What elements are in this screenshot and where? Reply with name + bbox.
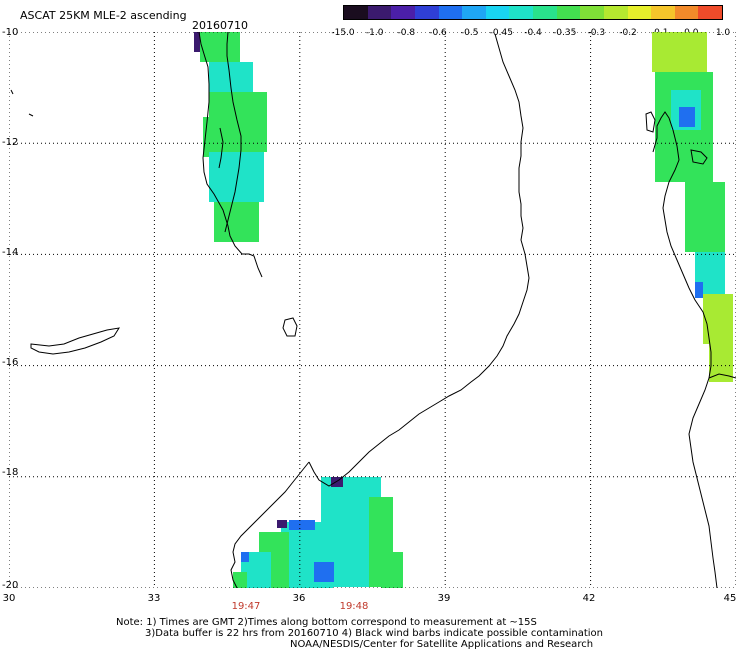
lon-label-42: 42 <box>582 593 596 604</box>
colorbar-segment <box>414 6 439 19</box>
colorbar-label: -0.35 <box>553 28 577 38</box>
colorbar-segment <box>485 6 510 19</box>
data-swaths <box>194 32 733 588</box>
swath-cell <box>703 294 733 344</box>
colorbar <box>343 5 723 20</box>
lat-label-10: -10 <box>2 27 19 38</box>
colorbar-segment <box>367 6 392 19</box>
swath-time-1947: 19:47 <box>231 601 261 612</box>
swath-cell <box>679 107 695 127</box>
colorbar-segment <box>391 6 415 19</box>
swath-cell <box>381 552 403 588</box>
swath-cell <box>194 32 200 52</box>
lat-label-16: -16 <box>2 357 19 368</box>
colorbar-segment <box>462 6 486 19</box>
map-plot <box>9 32 736 588</box>
lon-label-33: 33 <box>147 593 161 604</box>
colorbar-segment <box>509 6 533 19</box>
colorbar-label: -0.4 <box>524 28 542 38</box>
map-date: 20160710 <box>192 19 248 32</box>
colorbar-segment <box>533 6 557 19</box>
lon-label-36: 36 <box>292 593 306 604</box>
swath-cell <box>652 32 707 72</box>
swath-time-1948: 19:48 <box>339 601 369 612</box>
colorbar-label: -15.0 <box>331 28 355 38</box>
lat-label-12: -12 <box>2 137 19 148</box>
colorbar-segment <box>580 6 604 19</box>
colorbar-segment <box>651 6 675 19</box>
lat-label-20: -20 <box>2 580 19 591</box>
swath-cell <box>685 182 725 252</box>
colorbar-segment <box>344 6 368 19</box>
note-line-2: 3)Data buffer is 22 hrs from 20160710 4)… <box>145 628 603 639</box>
swath-cell <box>209 152 264 202</box>
colorbar-label: -0.8 <box>397 28 416 38</box>
swath-cell <box>695 282 703 298</box>
colorbar-label: -0.45 <box>489 28 513 38</box>
swath-cell <box>314 562 334 582</box>
swath-cell <box>331 477 343 487</box>
graticule <box>9 32 736 588</box>
swath-cell <box>219 72 229 92</box>
swath-cell <box>241 552 249 562</box>
colorbar-segment <box>627 6 652 19</box>
coastline <box>10 32 736 588</box>
colorbar-segment <box>438 6 463 19</box>
colorbar-label: -0.5 <box>460 28 479 38</box>
colorbar-segment <box>603 6 628 19</box>
colorbar-segment <box>674 6 699 19</box>
colorbar-label: -0.6 <box>429 28 447 38</box>
note-line-1: Note: 1) Times are GMT 2)Times along bot… <box>116 617 537 628</box>
swath-cell <box>200 32 240 62</box>
swath-cell <box>233 572 247 588</box>
colorbar-segment <box>556 6 581 19</box>
lat-label-14: -14 <box>2 247 19 258</box>
swath-cell <box>214 202 259 242</box>
colorbar-label: 1.0 <box>715 28 731 38</box>
swath-cell <box>203 117 223 157</box>
lon-label-30: 30 <box>2 593 16 604</box>
lon-label-45: 45 <box>723 593 737 604</box>
swath-cell <box>289 520 315 530</box>
colorbar-label: -1.0 <box>365 28 384 38</box>
colorbar-label: -0.2 <box>619 28 637 38</box>
colorbar-label: -0.3 <box>587 28 606 38</box>
swath-cell <box>277 520 287 528</box>
colorbar-segment <box>698 6 722 19</box>
lat-label-18: -18 <box>2 467 19 478</box>
map-title: ASCAT 25KM MLE-2 ascending <box>20 9 187 22</box>
note-line-3: NOAA/NESDIS/Center for Satellite Applica… <box>290 639 594 650</box>
lon-label-39: 39 <box>437 593 451 604</box>
